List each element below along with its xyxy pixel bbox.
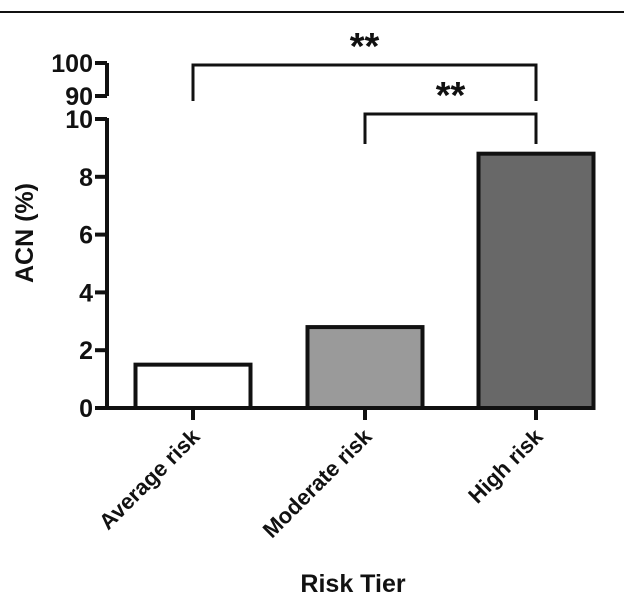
x-tick-label: Moderate risk — [258, 423, 377, 542]
significance-bracket — [363, 112, 538, 144]
y-ticks-group: 0 2 4 6 8 10 — [65, 106, 107, 423]
top-border — [0, 11, 624, 13]
upper-tick-label: 100 — [51, 50, 93, 78]
significance-label: ** — [350, 26, 380, 68]
y-tick-label: 0 — [79, 395, 93, 423]
x-tick-label: High risk — [463, 423, 548, 508]
significance-label: ** — [436, 75, 466, 117]
y-tick-label: 2 — [79, 337, 93, 365]
bar-high-risk — [476, 151, 596, 410]
x-tick-label: Average risk — [94, 423, 205, 534]
bar-moderate-risk — [305, 325, 425, 410]
y-axis-label: ACN (%) — [11, 183, 39, 283]
y-tick-label: 8 — [79, 164, 93, 192]
y-tick-label: 10 — [65, 106, 93, 134]
significance-bracket — [191, 63, 538, 101]
significance-group: ** ** — [191, 26, 538, 144]
x-ticks-group: Average risk Moderate risk High risk — [94, 408, 548, 543]
x-axis-label: Risk Tier — [300, 570, 405, 597]
bars-group — [133, 151, 596, 410]
y-tick-label: 4 — [79, 279, 93, 307]
bar-average-risk — [133, 362, 253, 410]
upper-tick-label: 90 — [65, 83, 93, 111]
axes-group — [105, 118, 595, 410]
y-tick-label: 6 — [79, 222, 93, 250]
